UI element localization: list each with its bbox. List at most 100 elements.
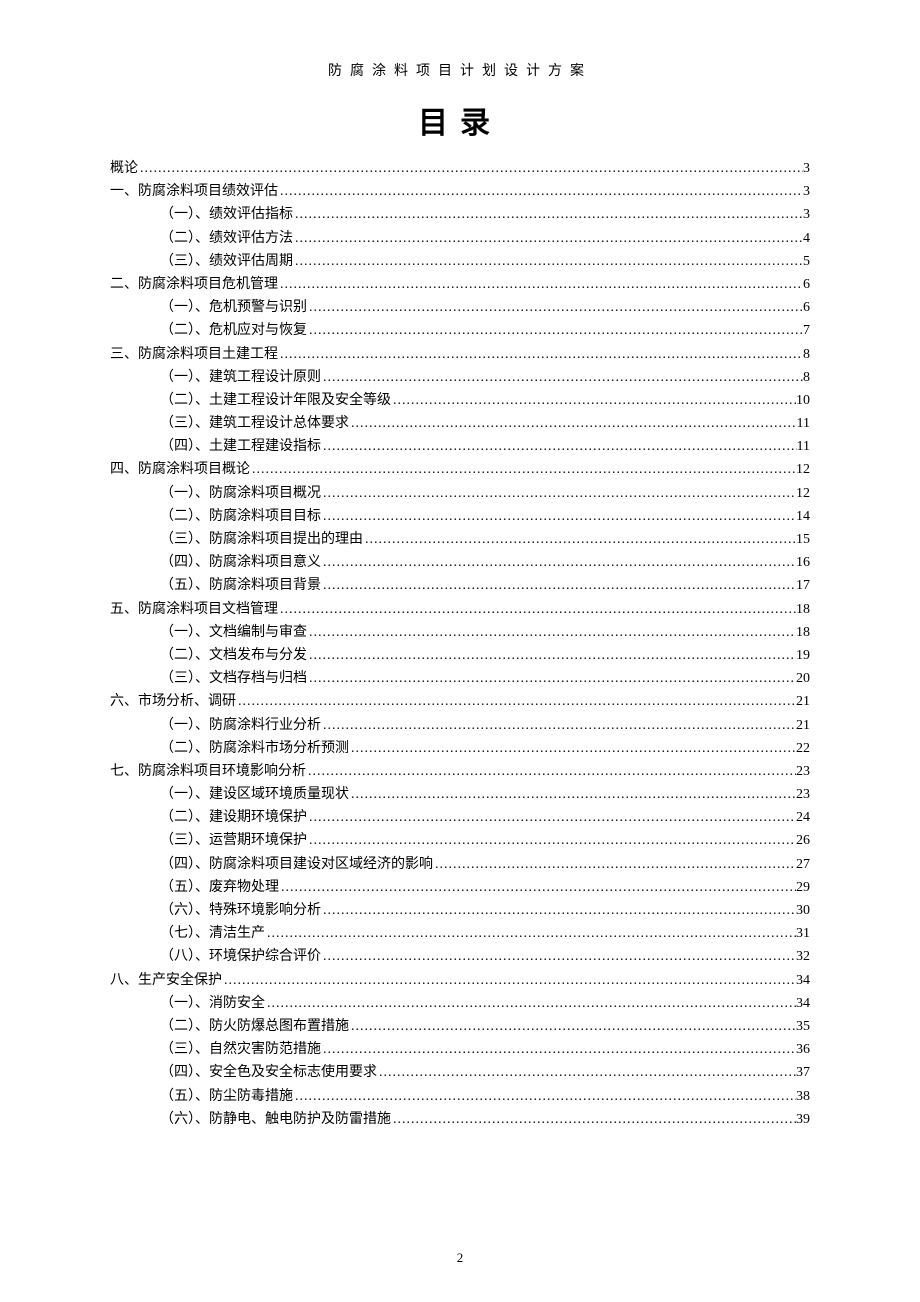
toc-leader-dots — [265, 927, 796, 941]
toc-entry[interactable]: （一）、防腐涂料项目概况12 — [110, 487, 810, 501]
toc-entry-page: 3 — [803, 162, 810, 176]
toc-entry-label: （一）、防腐涂料行业分析 — [160, 719, 321, 733]
toc-leader-dots — [349, 1020, 796, 1034]
toc-entry[interactable]: （四）、防腐涂料项目意义16 — [110, 556, 810, 570]
toc-entry[interactable]: （三）、防腐涂料项目提出的理由15 — [110, 533, 810, 547]
toc-leader-dots — [138, 162, 803, 176]
toc-entry[interactable]: （二）、防腐涂料市场分析预测22 — [110, 742, 810, 756]
document-header: 防腐涂料项目计划设计方案 — [110, 60, 810, 80]
toc-entry[interactable]: 五、防腐涂料项目文档管理 18 — [110, 603, 810, 617]
toc-entry[interactable]: （一）、建筑工程设计原则8 — [110, 371, 810, 385]
toc-leader-dots — [293, 232, 803, 246]
toc-entry-label: 五、防腐涂料项目文档管理 — [110, 603, 278, 617]
toc-entry-label: （一）、绩效评估指标 — [160, 208, 293, 222]
toc-entry[interactable]: （六）、防静电、触电防护及防雷措施 39 — [110, 1113, 810, 1127]
toc-entry[interactable]: （三）、绩效评估周期5 — [110, 255, 810, 269]
toc-entry-label: （五）、防腐涂料项目背景 — [160, 579, 321, 593]
toc-entry[interactable]: 一、防腐涂料项目绩效评估3 — [110, 185, 810, 199]
toc-entry-page: 21 — [796, 719, 810, 733]
toc-entry[interactable]: （二）、绩效评估方法4 — [110, 232, 810, 246]
toc-leader-dots — [278, 348, 803, 362]
toc-entry-label: （二）、建设期环境保护 — [160, 811, 307, 825]
toc-entry[interactable]: （二）、危机应对与恢复7 — [110, 324, 810, 338]
toc-entry[interactable]: （三）、自然灾害防范措施36 — [110, 1043, 810, 1057]
toc-entry-page: 11 — [797, 417, 810, 431]
toc-entry-label: （三）、文档存档与归档 — [160, 672, 307, 686]
toc-entry-page: 34 — [796, 974, 810, 988]
toc-leader-dots — [391, 1113, 796, 1127]
toc-entry-label: （二）、文档发布与分发 — [160, 649, 307, 663]
toc-leader-dots — [293, 1090, 796, 1104]
toc-entry-page: 30 — [796, 904, 810, 918]
toc-entry-label: （六）、防静电、触电防护及防雷措施 — [160, 1113, 391, 1127]
toc-leader-dots — [307, 324, 803, 338]
toc-leader-dots — [293, 208, 803, 222]
toc-entry[interactable]: （四）、防腐涂料项目建设对区域经济的影响27 — [110, 858, 810, 872]
toc-entry-label: （四）、防腐涂料项目意义 — [160, 556, 321, 570]
toc-entry-page: 5 — [803, 255, 810, 269]
toc-entry[interactable]: （五）、防尘防毒措施38 — [110, 1090, 810, 1104]
toc-leader-dots — [250, 463, 796, 477]
toc-entry[interactable]: （五）、废弃物处理29 — [110, 881, 810, 895]
toc-entry[interactable]: （四）、土建工程建设指标11 — [110, 440, 810, 454]
page-number: 2 — [0, 1250, 920, 1266]
toc-entry[interactable]: （一）、建设区域环境质量现状23 — [110, 788, 810, 802]
toc-entry-page: 29 — [796, 881, 810, 895]
toc-entry-page: 18 — [796, 626, 810, 640]
toc-entry[interactable]: （八）、环境保护综合评价32 — [110, 950, 810, 964]
toc-leader-dots — [321, 719, 796, 733]
toc-leader-dots — [222, 974, 796, 988]
toc-entry-label: 一、防腐涂料项目绩效评估 — [110, 185, 278, 199]
toc-entry[interactable]: 三、防腐涂料项目土建工程8 — [110, 348, 810, 362]
toc-entry[interactable]: 六、市场分析、调研21 — [110, 695, 810, 709]
toc-entry[interactable]: （五）、防腐涂料项目背景17 — [110, 579, 810, 593]
toc-entry[interactable]: （二）、防火防爆总图布置措施35 — [110, 1020, 810, 1034]
toc-entry-label: 概论 — [110, 162, 138, 176]
toc-entry[interactable]: （一）、危机预警与识别6 — [110, 301, 810, 315]
toc-entry[interactable]: 八、生产安全保护 34 — [110, 974, 810, 988]
toc-entry-page: 34 — [796, 997, 810, 1011]
toc-entry[interactable]: （三）、运营期环境保护26 — [110, 834, 810, 848]
toc-leader-dots — [321, 371, 803, 385]
toc-entry[interactable]: 四、防腐涂料项目概论12 — [110, 463, 810, 477]
toc-entry[interactable]: （一）、防腐涂料行业分析 21 — [110, 719, 810, 733]
toc-entry[interactable]: （二）、防腐涂料项目目标14 — [110, 510, 810, 524]
toc-entry-page: 10 — [796, 394, 810, 408]
toc-entry[interactable]: （四）、安全色及安全标志使用要求37 — [110, 1066, 810, 1080]
toc-entry[interactable]: 七、防腐涂料项目环境影响分析 23 — [110, 765, 810, 779]
toc-entry-label: 七、防腐涂料项目环境影响分析 — [110, 765, 306, 779]
toc-entry-page: 27 — [796, 858, 810, 872]
toc-entry[interactable]: （七）、清洁生产31 — [110, 927, 810, 941]
toc-leader-dots — [306, 765, 796, 779]
toc-entry[interactable]: 二、防腐涂料项目危机管理6 — [110, 278, 810, 292]
toc-entry[interactable]: （三）、建筑工程设计总体要求11 — [110, 417, 810, 431]
toc-entry-page: 3 — [803, 208, 810, 222]
toc-entry-label: （二）、防火防爆总图布置措施 — [160, 1020, 349, 1034]
toc-entry[interactable]: （二）、建设期环境保护24 — [110, 811, 810, 825]
toc-entry-label: （八）、环境保护综合评价 — [160, 950, 321, 964]
toc-leader-dots — [236, 695, 796, 709]
toc-entry-page: 36 — [796, 1043, 810, 1057]
toc-entry[interactable]: 概论 3 — [110, 162, 810, 176]
toc-entry[interactable]: （六）、特殊环境影响分析30 — [110, 904, 810, 918]
toc-entry[interactable]: （一）、绩效评估指标 3 — [110, 208, 810, 222]
toc-entry-label: 三、防腐涂料项目土建工程 — [110, 348, 278, 362]
toc-leader-dots — [349, 417, 797, 431]
toc-entry-label: 二、防腐涂料项目危机管理 — [110, 278, 278, 292]
toc-entry[interactable]: （一）、消防安全34 — [110, 997, 810, 1011]
toc-leader-dots — [363, 533, 796, 547]
toc-entry-page: 7 — [803, 324, 810, 338]
toc-list: 概论 3 一、防腐涂料项目绩效评估3 （一）、绩效评估指标 3 （二）、绩效评估方法4 （三… — [110, 162, 810, 1127]
toc-entry-label: （三）、运营期环境保护 — [160, 834, 307, 848]
toc-entry[interactable]: （三）、文档存档与归档 20 — [110, 672, 810, 686]
toc-entry[interactable]: （一）、文档编制与审查18 — [110, 626, 810, 640]
toc-entry-page: 39 — [796, 1113, 810, 1127]
toc-leader-dots — [349, 742, 796, 756]
toc-entry-page: 18 — [796, 603, 810, 617]
toc-entry-label: （五）、防尘防毒措施 — [160, 1090, 293, 1104]
toc-entry[interactable]: （二）、土建工程设计年限及安全等级10 — [110, 394, 810, 408]
toc-entry-label: 八、生产安全保护 — [110, 974, 222, 988]
toc-entry-page: 23 — [796, 765, 810, 779]
toc-entry[interactable]: （二）、文档发布与分发19 — [110, 649, 810, 663]
toc-entry-page: 20 — [796, 672, 810, 686]
